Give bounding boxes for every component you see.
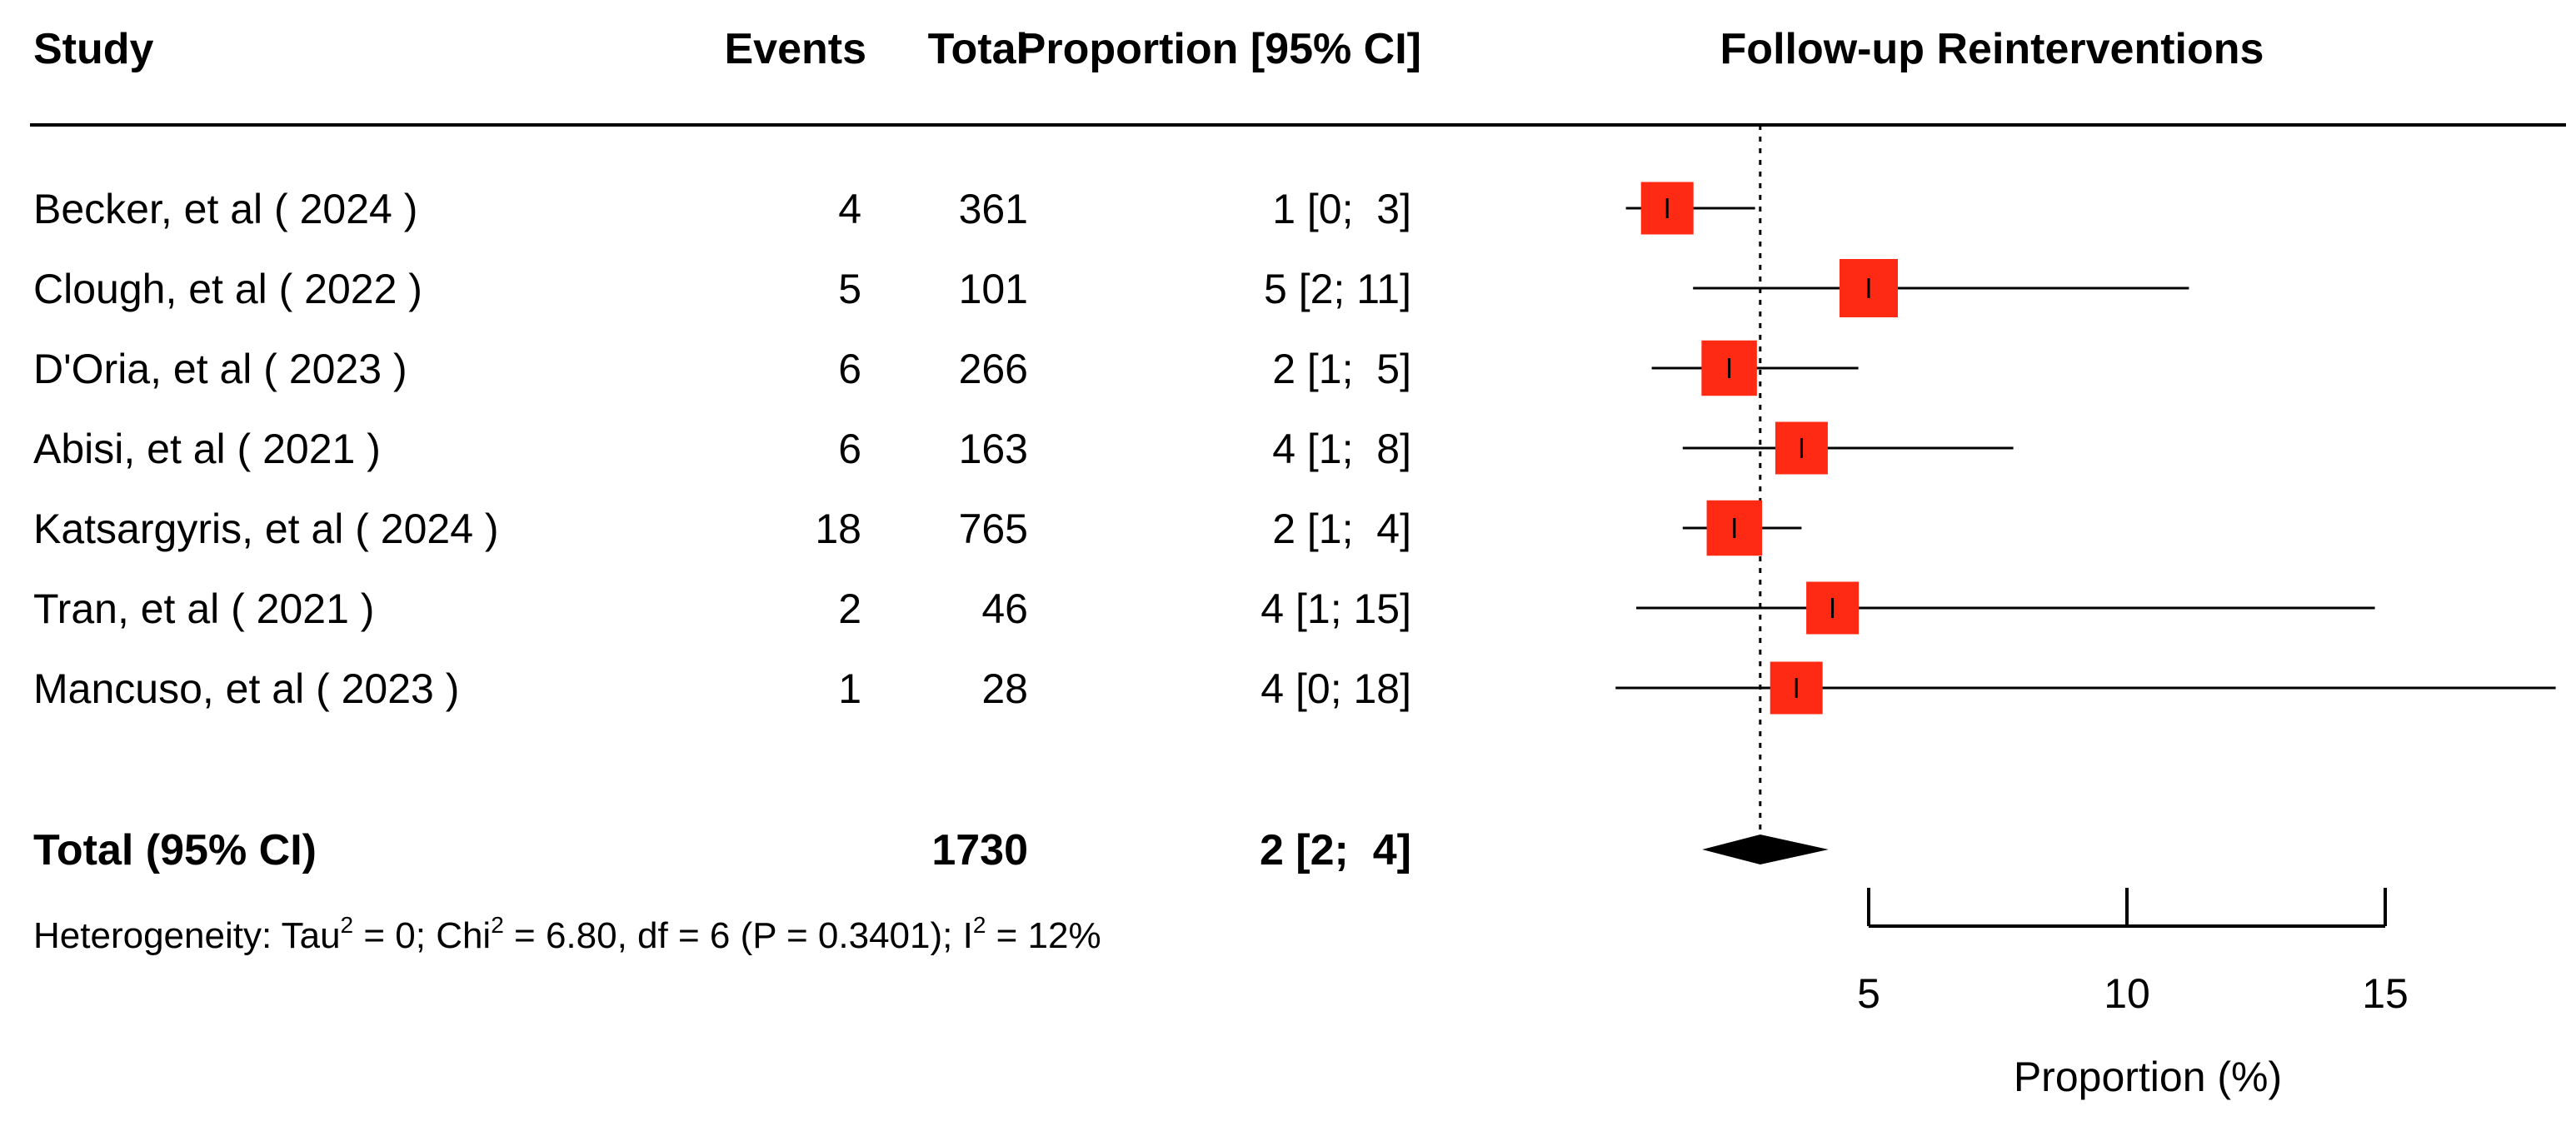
pooled-diamond: [1702, 835, 1829, 864]
study-events: 18: [815, 506, 861, 552]
study-row: Katsargyris, et al ( 2024 ) 18 765 2 [1;…: [33, 506, 1411, 552]
study-total: 101: [959, 266, 1028, 312]
study-events: 6: [838, 426, 861, 472]
study-row: Mancuso, et al ( 2023 ) 1 28 4 [0; 18]: [33, 665, 1411, 712]
study-events: 6: [838, 346, 861, 392]
study-total: 163: [959, 426, 1028, 472]
header-events: Events: [724, 25, 866, 73]
study-events: 1: [838, 665, 861, 712]
total-label: Total (95% CI): [33, 826, 317, 874]
study-row: Becker, et al ( 2024 ) 4 361 1 [0; 3]: [33, 186, 1411, 232]
plot-area: [1615, 125, 2556, 864]
study-total: 28: [981, 665, 1028, 712]
study-label: Clough, et al ( 2022 ): [33, 266, 422, 312]
study-row: Clough, et al ( 2022 ) 5 101 5 [2; 11]: [33, 266, 1411, 312]
study-ci: 5 [2; 11]: [1264, 266, 1411, 312]
study-ci: 4 [0; 18]: [1261, 665, 1411, 712]
study-ci: 1 [0; 3]: [1272, 186, 1411, 232]
study-ci: 2 [1; 5]: [1272, 346, 1411, 392]
study-ci: 2 [1; 4]: [1272, 506, 1411, 552]
x-tick-label: 10: [2104, 970, 2150, 1017]
total-n: 1730: [931, 826, 1028, 874]
study-label: Tran, et al ( 2021 ): [33, 585, 374, 632]
header-study: Study: [33, 25, 154, 73]
study-events: 5: [838, 266, 861, 312]
study-total: 266: [959, 346, 1028, 392]
study-label: Katsargyris, et al ( 2024 ): [33, 506, 499, 552]
study-ci: 4 [1; 8]: [1272, 426, 1411, 472]
plot-title: Follow-up Reinterventions: [1720, 25, 2264, 73]
total-ci: 2 [2; 4]: [1260, 826, 1411, 874]
header-total: Total: [928, 25, 1028, 73]
study-total: 46: [981, 585, 1028, 632]
study-row: D'Oria, et al ( 2023 ) 6 266 2 [1; 5]: [33, 346, 1411, 392]
study-label: Abisi, et al ( 2021 ): [33, 426, 381, 472]
study-total: 361: [959, 186, 1028, 232]
heterogeneity-text: Heterogeneity: Tau2 = 0; Chi2 = 6.80, df…: [33, 912, 1101, 956]
total-row: Total (95% CI) 1730 2 [2; 4]: [33, 826, 1411, 874]
x-tick-label: 5: [1857, 970, 1880, 1017]
study-events: 2: [838, 585, 861, 632]
x-tick-label: 15: [2362, 970, 2409, 1017]
x-axis: [1867, 888, 2387, 928]
header-proportion: Proportion [95% CI]: [1017, 25, 1421, 73]
study-rows: Becker, et al ( 2024 ) 4 361 1 [0; 3] Cl…: [33, 186, 1411, 712]
study-row: Tran, et al ( 2021 ) 2 46 4 [1; 15]: [33, 585, 1411, 632]
study-label: Mancuso, et al ( 2023 ): [33, 665, 459, 712]
study-label: Becker, et al ( 2024 ): [33, 186, 417, 232]
study-events: 4: [838, 186, 861, 232]
study-label: D'Oria, et al ( 2023 ): [33, 346, 407, 392]
study-total: 765: [959, 506, 1028, 552]
study-ci: 4 [1; 15]: [1261, 585, 1411, 632]
study-row: Abisi, et al ( 2021 ) 6 163 4 [1; 8]: [33, 426, 1411, 472]
x-axis-label: Proportion (%): [2014, 1054, 2282, 1100]
